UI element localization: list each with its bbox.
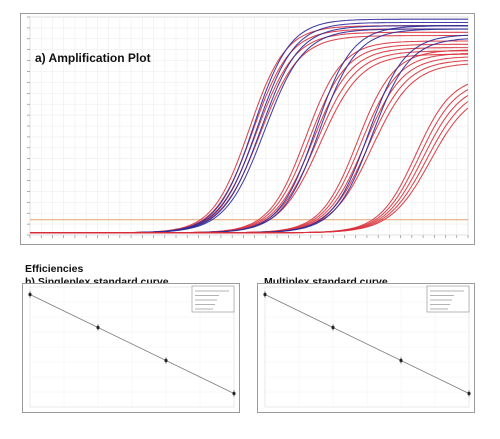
efficiencies-label: Efficiencies	[25, 263, 84, 275]
amplification-plot-title: a) Amplification Plot	[35, 51, 151, 65]
legend-box	[426, 285, 470, 313]
standard-curve-fit-line	[264, 294, 470, 394]
data-point	[331, 325, 335, 330]
data-point	[164, 358, 168, 363]
data-point	[96, 325, 100, 330]
multiplex-standard-curve-svg	[257, 283, 475, 413]
standard-curve-fit-line	[29, 294, 235, 394]
legend-box	[191, 285, 235, 313]
legend-frame	[426, 285, 470, 313]
legend-frame	[191, 285, 235, 313]
multiplex-standard-curve	[257, 283, 475, 413]
singleplex-standard-curve-svg	[22, 283, 240, 413]
amplification-curve	[30, 107, 469, 234]
data-point	[232, 391, 236, 396]
amplification-series-group	[30, 83, 469, 234]
amplification-plot	[20, 13, 475, 245]
data-point	[263, 292, 267, 297]
singleplex-standard-curve	[22, 283, 240, 413]
data-point	[399, 358, 403, 363]
data-point	[467, 391, 471, 396]
data-point	[28, 292, 32, 297]
amplification-plot-svg	[20, 13, 475, 245]
